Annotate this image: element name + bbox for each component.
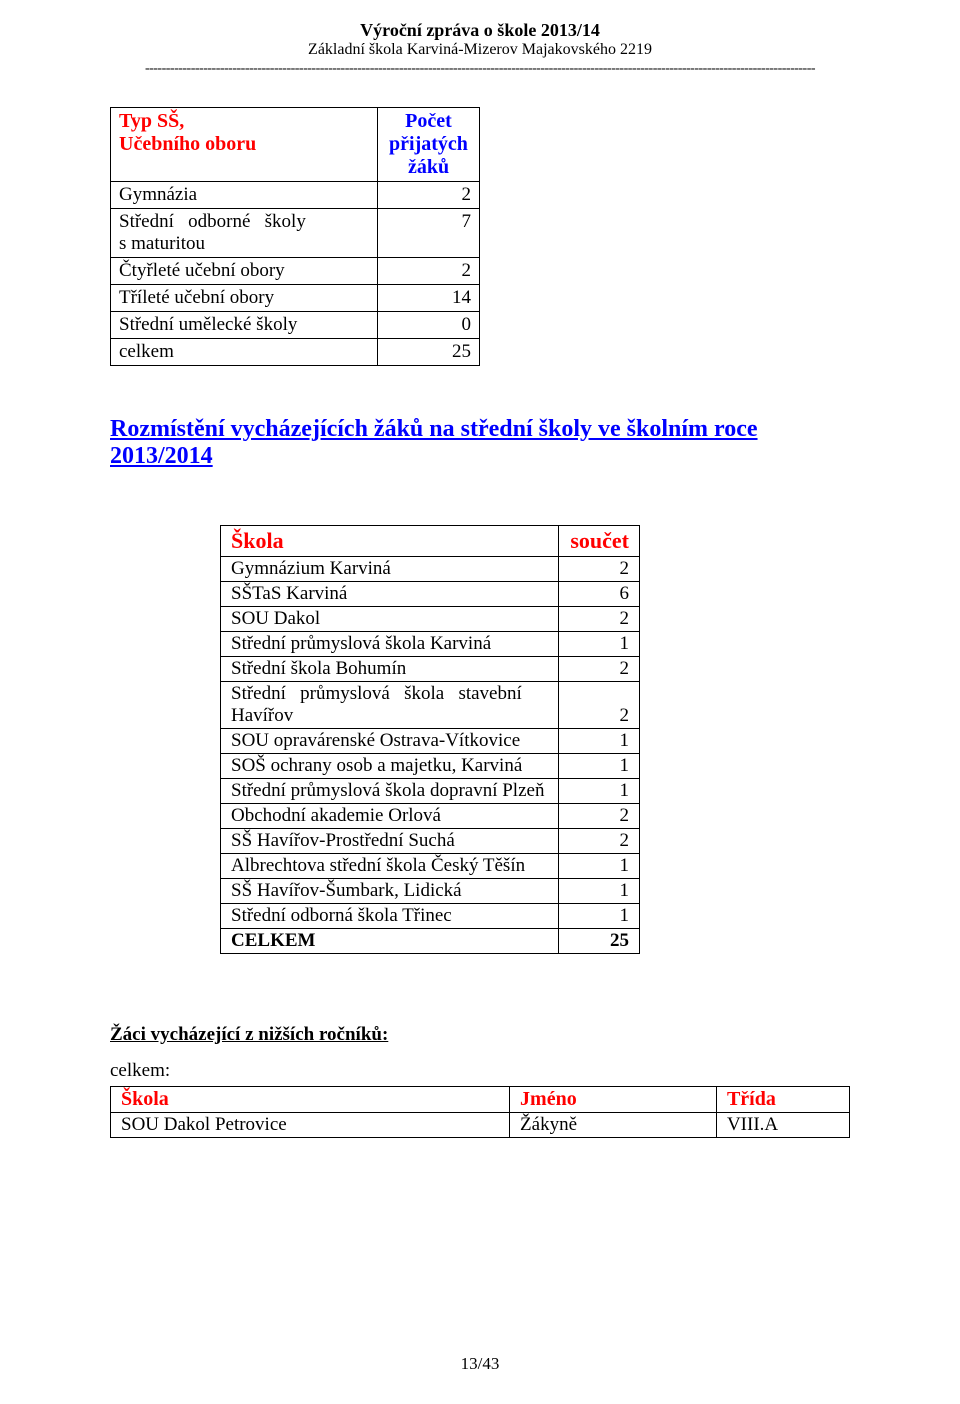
table1-label: Tříleté učební obory [111,285,378,312]
table2-value: 1 [559,879,640,904]
table3-jmeno: Žákyně [510,1113,717,1138]
table2-value: 2 [559,557,640,582]
table-row: Albrechtova střední škola Český Těšín1 [221,854,640,879]
table2-label: Střední průmyslová škola Karviná [221,632,559,657]
table2-value: 1 [559,779,640,804]
table2-value: 2 [559,804,640,829]
table2-label: SOŠ ochrany osob a majetku, Karviná [221,754,559,779]
header-subtitle: Základní škola Karviná-Mizerov Majakovsk… [110,41,850,59]
table-row: Střední průmyslová škola dopravní Plzeň1 [221,779,640,804]
table2-label: Střední škola Bohumín [221,657,559,682]
table2-label: Obchodní akademie Orlová [221,804,559,829]
table3-skola: SOU Dakol Petrovice [111,1113,510,1138]
table3-trida: VIII.A [716,1113,849,1138]
table1-head-right: Počet přijatých žáků [378,108,480,182]
table3-head-trida: Třída [716,1087,849,1113]
table2-value: 2 [559,829,640,854]
table2-label: SŠ Havířov-Šumbark, Lidická [221,879,559,904]
celkem-label: celkem: [110,1060,850,1082]
table2-label: Albrechtova střední škola Český Těšín [221,854,559,879]
table-row: SŠTaS Karviná6 [221,582,640,607]
table-row: SOŠ ochrany osob a majetku, Karviná1 [221,754,640,779]
table-row: Střední odborné školys maturitou 7 [111,209,480,258]
table-row: Střední umělecké školy 0 [111,312,480,339]
table1-value: 0 [378,312,480,339]
table2-label: Střední průmyslová škola dopravní Plzeň [221,779,559,804]
table3-header-row: Škola Jméno Třída [111,1087,850,1113]
section-title: Rozmístění vycházejících žáků na střední… [110,416,850,470]
table1-label: Čtyřleté učební obory [111,258,378,285]
table-row: Střední odborná škola Třinec1 [221,904,640,929]
table2-label: Střední průmyslová škola stavebníHavířov [221,682,559,729]
table2-label: SŠTaS Karviná [221,582,559,607]
lower-heading: Žáci vycházející z nižších ročníků: [110,1024,850,1046]
page-number: 13/43 [0,1354,960,1374]
page-header: Výroční zpráva o škole 2013/14 Základní … [110,20,850,59]
table2-total-value: 25 [559,929,640,954]
table2-head-right: součet [559,526,640,557]
table-lower: Škola Jméno Třída SOU Dakol Petrovice Žá… [110,1086,850,1138]
table-row: SOU opravárenské Ostrava-Vítkovice1 [221,729,640,754]
table2-value: 1 [559,854,640,879]
table3-head-jmeno: Jméno [510,1087,717,1113]
table-row: Tříleté učební obory 14 [111,285,480,312]
table1-label: Gymnázia [111,182,378,209]
table1-head-right-l1: Počet [405,110,452,132]
table1-label: Střední umělecké školy [111,312,378,339]
table2-head-left: Škola [221,526,559,557]
table2-value: 2 [559,657,640,682]
table2-label: SŠ Havířov-Prostřední Suchá [221,829,559,854]
table-row: SŠ Havířov-Šumbark, Lidická1 [221,879,640,904]
table-row: Gymnázia 2 [111,182,480,209]
table-row: SOU Dakol2 [221,607,640,632]
table2-label: Gymnázium Karviná [221,557,559,582]
table-row: SOU Dakol Petrovice Žákyně VIII.A [111,1113,850,1138]
header-divider: ----------------------------------------… [20,61,940,77]
table-row: Obchodní akademie Orlová2 [221,804,640,829]
header-title: Výroční zpráva o škole 2013/14 [110,20,850,41]
table2-value: 6 [559,582,640,607]
table-typ-ss: Typ SŠ, Učebního oboru Počet přijatých ž… [110,107,480,366]
table1-value: 2 [378,182,480,209]
table2-label: Střední odborná škola Třinec [221,904,559,929]
table1-label: celkem [111,339,378,366]
table2-value: 1 [559,729,640,754]
table1-value: 14 [378,285,480,312]
table1-head-left: Typ SŠ, Učebního oboru [111,108,378,182]
table2-label: SOU Dakol [221,607,559,632]
table-row: Střední škola Bohumín2 [221,657,640,682]
table-row: Čtyřleté učební obory 2 [111,258,480,285]
table1-value: 7 [378,209,480,258]
table2-value: 2 [559,682,640,729]
table2-label: SOU opravárenské Ostrava-Vítkovice [221,729,559,754]
table1-value: 2 [378,258,480,285]
table2-value: 1 [559,904,640,929]
table2-value: 1 [559,632,640,657]
table-row: Střední průmyslová škola Karviná1 [221,632,640,657]
table2-total-row: CELKEM 25 [221,929,640,954]
table2-value: 1 [559,754,640,779]
table1-head-left-l2: Učebního oboru [119,133,256,155]
table2-value: 2 [559,607,640,632]
table1-value: 25 [378,339,480,366]
table1-head-left-l1: Typ SŠ, [119,110,184,132]
table-row: Střední průmyslová škola stavebníHavířov… [221,682,640,729]
table-row: Gymnázium Karviná2 [221,557,640,582]
table-row: celkem 25 [111,339,480,366]
table-skola-soucet: Škola součet Gymnázium Karviná2 SŠTaS Ka… [220,525,640,954]
table1-head-right-l3: žáků [408,156,449,178]
table1-head-right-l2: přijatých [389,133,468,155]
table1-label: Střední odborné školys maturitou [111,209,378,258]
table2-total-label: CELKEM [221,929,559,954]
table-row: SŠ Havířov-Prostřední Suchá2 [221,829,640,854]
table3-head-skola: Škola [111,1087,510,1113]
